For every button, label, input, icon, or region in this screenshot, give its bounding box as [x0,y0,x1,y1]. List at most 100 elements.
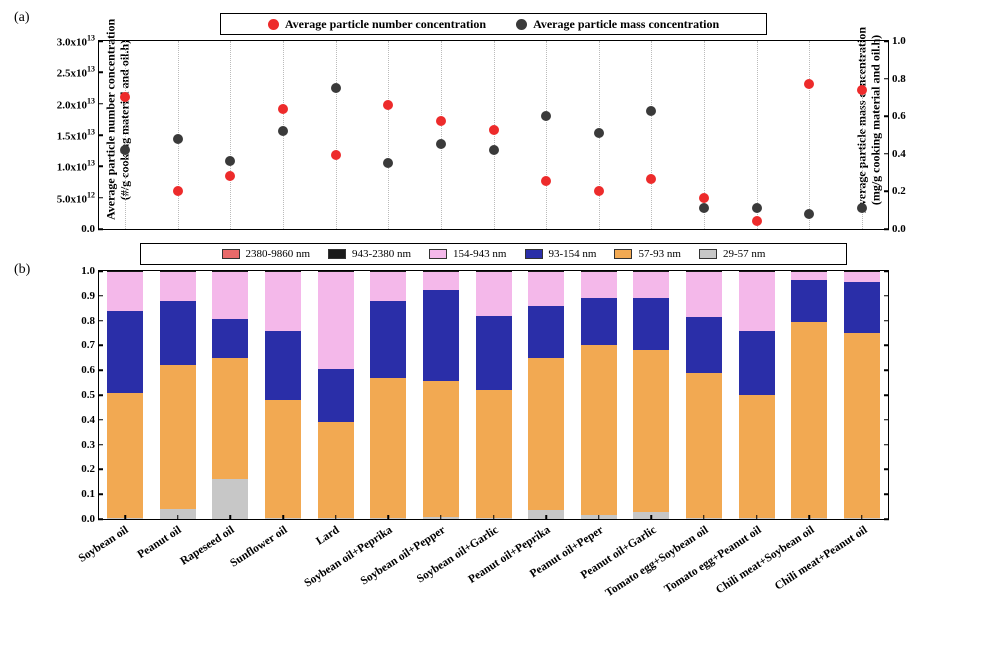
ytick-label-right: 0.4 [892,148,906,160]
bar [423,271,459,519]
ytick-label-left: 2.0x1013 [57,96,95,111]
bar-segment [212,272,248,319]
tick-mark [98,369,103,371]
bar-segment [844,333,880,518]
gridline [809,41,810,229]
data-point [331,83,341,93]
circle-icon [268,19,279,30]
data-point [489,125,499,135]
tick-mark [98,166,103,168]
ytick-label: 0.0 [81,513,95,525]
square-icon [525,249,543,259]
legend-item: 2380-9860 nm [222,248,310,260]
x-category-label: Chili meat+Peanut oil [772,524,869,593]
gridline [388,41,389,229]
legend-label: 2380-9860 nm [246,248,310,260]
legend-item: 943-2380 nm [328,248,411,260]
bar-segment [370,301,406,378]
bar-segment [423,272,459,289]
ytick-label-left: 1.0x1013 [57,159,95,174]
bar-segment [107,393,143,518]
bar-segment [528,272,564,305]
tick-mark [884,270,889,272]
bar-segment [844,282,880,333]
data-point [120,145,130,155]
data-point [278,126,288,136]
ytick-label-right: 1.0 [892,35,906,47]
bar-segment [581,298,617,345]
bar-segment [528,358,564,511]
bar [581,271,617,519]
legend-label: 93-154 nm [549,248,597,260]
legend-item-mass: Average particle mass concentration [516,17,719,32]
data-point [752,203,762,213]
ytick-label: 0.2 [81,463,95,475]
bar-segment [633,298,669,350]
bar-segment [844,272,880,282]
tick-mark [884,369,889,371]
figure-root: (a) Average particle number concentratio… [10,10,977,660]
ytick-label: 0.7 [81,339,95,351]
bar-segment [476,390,512,518]
bar-segment [791,322,827,518]
tick-mark [98,419,103,421]
ytick-label-left: 0.0 [81,223,95,235]
data-point [541,176,551,186]
ytick-label-right: 0.8 [892,73,906,85]
legend-item: 29-57 nm [699,248,765,260]
bar-segment [791,280,827,322]
tick-mark [98,103,103,105]
x-category-label: Rapeseed oil [178,524,236,568]
x-category-label: Peanut oil [136,524,184,561]
bar-segment [212,358,248,480]
bar-segment [633,272,669,298]
bar-segment [528,306,564,358]
tick-mark [884,320,889,322]
tick-mark [98,134,103,136]
data-point [383,158,393,168]
square-icon [328,249,346,259]
tick-mark [98,295,103,297]
square-icon [614,249,632,259]
ytick-label-left: 2.5x1013 [57,65,95,80]
legend-label: Average particle number concentration [285,17,486,32]
legend-label: 57-93 nm [638,248,680,260]
ytick-label-right: 0.0 [892,223,906,235]
tick-mark [98,493,103,495]
ytick-label: 0.5 [81,389,95,401]
ytick-label: 0.4 [81,414,95,426]
bar-segment [160,272,196,301]
tick-mark [884,40,889,42]
tick-mark [98,469,103,471]
x-axis-labels: Soybean oilPeanut oilRapeseed oilSunflow… [98,520,889,660]
tick-mark [884,345,889,347]
bar-segment [265,272,301,330]
gridline [230,41,231,229]
chart-b-plot-area: 0.00.10.20.30.40.50.60.70.80.91.0 [98,270,889,520]
circle-icon [516,19,527,30]
tick-mark [884,493,889,495]
legend-label: 943-2380 nm [352,248,411,260]
bar [265,271,301,519]
ytick-label: 0.8 [81,315,95,327]
tick-mark [98,228,103,230]
gridline [546,41,547,229]
ytick-label-right: 0.6 [892,110,906,122]
bar-segment [423,381,459,516]
data-point [436,139,446,149]
legend-label: 154-943 nm [453,248,506,260]
bar [212,271,248,519]
legend-item-number: Average particle number concentration [268,17,486,32]
tick-mark [884,469,889,471]
bar-segment [160,301,196,365]
data-point [646,106,656,116]
tick-mark [98,320,103,322]
tick-mark [884,115,889,117]
bar [318,271,354,519]
data-point [804,209,814,219]
x-category-label: Tomato egg+Soybean oil [604,524,711,599]
data-point [857,85,867,95]
data-point [383,100,393,110]
bar [739,271,775,519]
bar [107,271,143,519]
